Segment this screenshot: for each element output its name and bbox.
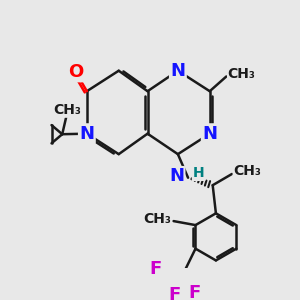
Text: CH₃: CH₃ (143, 212, 171, 226)
Text: N: N (170, 62, 185, 80)
Text: H: H (193, 166, 205, 180)
Text: F: F (188, 284, 200, 300)
Text: N: N (169, 167, 184, 185)
Text: CH₃: CH₃ (233, 164, 261, 178)
Text: N: N (80, 125, 94, 143)
Text: N: N (202, 125, 217, 143)
Text: CH₃: CH₃ (53, 103, 81, 117)
Text: O: O (68, 63, 83, 81)
Text: F: F (150, 260, 162, 278)
Text: F: F (169, 286, 181, 300)
Text: CH₃: CH₃ (228, 67, 256, 81)
